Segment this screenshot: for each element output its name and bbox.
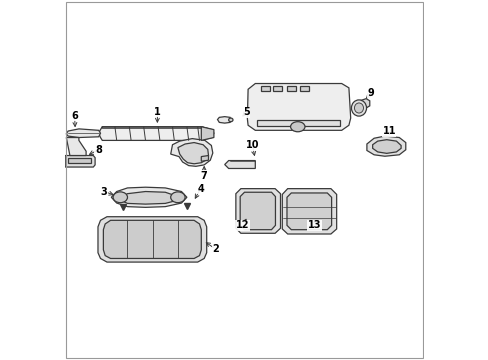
- Polygon shape: [366, 136, 405, 156]
- Polygon shape: [65, 156, 95, 167]
- Text: 6: 6: [71, 111, 78, 121]
- Polygon shape: [170, 139, 212, 166]
- Text: 12: 12: [235, 220, 248, 230]
- Polygon shape: [240, 192, 275, 230]
- Polygon shape: [300, 86, 309, 91]
- Polygon shape: [102, 127, 208, 130]
- Polygon shape: [98, 217, 206, 262]
- Polygon shape: [99, 127, 213, 140]
- Polygon shape: [224, 161, 255, 168]
- Polygon shape: [103, 220, 201, 258]
- Text: 1: 1: [154, 107, 161, 117]
- Ellipse shape: [228, 118, 232, 122]
- Ellipse shape: [113, 192, 127, 203]
- Text: 11: 11: [382, 126, 395, 136]
- Polygon shape: [111, 187, 186, 207]
- Text: 5: 5: [243, 107, 249, 117]
- Polygon shape: [273, 86, 282, 91]
- Ellipse shape: [290, 122, 305, 132]
- Polygon shape: [66, 129, 101, 138]
- Text: 7: 7: [201, 171, 207, 181]
- Polygon shape: [235, 189, 280, 233]
- Polygon shape: [372, 140, 400, 153]
- Polygon shape: [257, 120, 339, 126]
- Polygon shape: [66, 138, 86, 156]
- Polygon shape: [68, 158, 91, 163]
- Polygon shape: [286, 86, 295, 91]
- Ellipse shape: [354, 103, 363, 113]
- Polygon shape: [286, 193, 331, 230]
- Text: 13: 13: [307, 220, 321, 230]
- Text: 10: 10: [245, 140, 259, 150]
- Text: 3: 3: [101, 186, 107, 197]
- Polygon shape: [247, 84, 350, 130]
- Text: 8: 8: [95, 145, 102, 155]
- Ellipse shape: [351, 100, 366, 116]
- Polygon shape: [201, 156, 208, 161]
- Polygon shape: [282, 189, 336, 234]
- Polygon shape: [359, 99, 369, 108]
- Polygon shape: [120, 192, 178, 204]
- Text: 2: 2: [212, 244, 219, 254]
- Polygon shape: [217, 117, 230, 123]
- Text: 4: 4: [197, 184, 203, 194]
- Polygon shape: [178, 143, 208, 164]
- Polygon shape: [260, 86, 269, 91]
- Text: 9: 9: [367, 88, 374, 98]
- Polygon shape: [201, 127, 213, 140]
- Ellipse shape: [170, 192, 185, 203]
